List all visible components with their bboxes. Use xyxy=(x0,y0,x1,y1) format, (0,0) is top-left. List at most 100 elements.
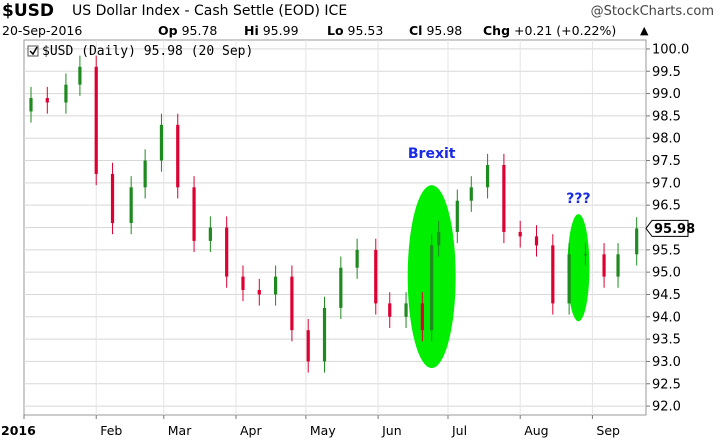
candle-body xyxy=(602,254,606,277)
candle-body xyxy=(635,228,639,255)
candle-body xyxy=(437,231,441,246)
last-value-tag: 95.98 xyxy=(645,219,695,237)
candle-body xyxy=(257,290,261,295)
open-label: Op xyxy=(158,23,178,38)
candle-body xyxy=(29,98,33,112)
y-tick-label: 93.5 xyxy=(652,333,681,348)
candle-body xyxy=(94,66,98,174)
check-icon xyxy=(29,46,38,56)
legend-text: $USD (Daily) 95.98 (20 Sep) xyxy=(42,44,253,59)
candles xyxy=(29,55,639,373)
x-tick-label: Jun xyxy=(381,423,402,438)
legend-checkbox[interactable] xyxy=(27,45,39,57)
candle-body xyxy=(192,187,196,241)
candle-body xyxy=(176,124,180,188)
y-tick-label: 97.5 xyxy=(652,154,681,169)
ticker-symbol: $USD xyxy=(2,1,54,21)
y-tick-label: 100.0 xyxy=(652,42,689,57)
x-tick-label: Feb xyxy=(100,423,122,438)
candle-body xyxy=(567,254,571,304)
candle-body xyxy=(45,98,49,103)
highlight-oval xyxy=(567,214,590,322)
low-value: 95.53 xyxy=(347,23,384,38)
candle-body xyxy=(322,307,327,362)
last-value-label: 95.98 xyxy=(654,222,695,237)
y-tick-label: 95.5 xyxy=(652,243,681,258)
candle-body xyxy=(208,227,212,241)
instrument-title: US Dollar Index - Cash Settle (EOD) xyxy=(72,3,320,19)
exchange-label: ICE xyxy=(324,3,348,19)
change-value: +0.21 (+0.22%) xyxy=(514,23,617,38)
candle-body xyxy=(159,124,164,161)
candle-body xyxy=(455,200,459,232)
instrument-name: US Dollar Index - Cash Settle (EOD) ICE xyxy=(72,3,347,19)
y-tick-label: 94.5 xyxy=(652,288,681,303)
close-label: Cl xyxy=(409,23,423,38)
y-tick-label: 99.0 xyxy=(652,87,681,102)
candle-body xyxy=(551,245,555,304)
candle-body xyxy=(430,245,434,331)
x-tick-label: 2016 xyxy=(1,423,36,438)
x-tick-label: Apr xyxy=(240,423,262,438)
y-tick-label: 98.0 xyxy=(652,132,681,147)
candle-body xyxy=(420,303,424,331)
candle-body xyxy=(110,173,115,224)
open-value: 95.78 xyxy=(181,23,218,38)
x-axis: 2016 Feb Mar Apr May Jun Jul Aug Sep xyxy=(1,415,620,438)
candle-body xyxy=(290,276,294,331)
y-tick-label: 93.0 xyxy=(652,355,681,370)
candle-body xyxy=(583,254,588,256)
x-tick-label: Mar xyxy=(168,423,192,438)
candle-body xyxy=(129,187,133,224)
candle-body xyxy=(78,66,82,85)
y-tick-label: 95.0 xyxy=(652,266,681,281)
candle-body xyxy=(616,254,620,277)
change-quote: Chg +0.21 (+0.22%) xyxy=(483,23,616,38)
y-tick-label: 98.5 xyxy=(652,109,681,124)
y-tick-label: 92.0 xyxy=(652,400,681,415)
up-arrow-icon: ▲ xyxy=(640,24,649,37)
quote-date: 20-Sep-2016 xyxy=(2,23,83,38)
candle-body xyxy=(469,187,473,201)
annotation-label: Brexit xyxy=(408,146,456,162)
annotation-label: ??? xyxy=(566,191,590,207)
change-label: Chg xyxy=(483,23,511,38)
y-tick-label: 92.5 xyxy=(652,377,681,392)
candle-body xyxy=(534,236,539,246)
y-tick-label: 97.0 xyxy=(652,176,681,191)
legend: $USD (Daily) 95.98 (20 Sep) xyxy=(27,44,253,59)
candle-body xyxy=(64,84,68,103)
candle-body xyxy=(241,276,245,290)
candle-body xyxy=(485,165,490,188)
x-tick-label: Sep xyxy=(596,423,620,438)
low-quote: Lo 95.53 xyxy=(327,23,383,38)
x-tick-label: May xyxy=(310,423,336,438)
high-value: 95.99 xyxy=(262,23,299,38)
x-tick-label: Jul xyxy=(451,423,467,438)
candle-body xyxy=(306,330,310,362)
candle-body xyxy=(273,276,278,295)
low-label: Lo xyxy=(327,23,344,38)
candle-body xyxy=(502,165,506,232)
high-quote: Hi 95.99 xyxy=(244,23,299,38)
annotations: Brexit??? xyxy=(408,146,591,207)
candle-body xyxy=(339,267,343,308)
quote-bar: 20-Sep-2016 Op 95.78 Hi 95.99 Lo 95.53 C… xyxy=(0,22,720,40)
open-quote: Op 95.78 xyxy=(158,23,217,38)
candle-body xyxy=(404,303,408,317)
y-tick-label: 96.5 xyxy=(652,199,681,214)
candle-body xyxy=(355,249,359,268)
brand-logo[interactable]: @StockCharts.com xyxy=(590,4,714,19)
high-label: Hi xyxy=(244,23,259,38)
candle-body xyxy=(388,303,392,317)
chart-header: $USD US Dollar Index - Cash Settle (EOD)… xyxy=(0,0,720,22)
candle-body xyxy=(374,249,378,304)
candle-body xyxy=(225,227,229,277)
close-value: 95.98 xyxy=(426,23,463,38)
candle-body xyxy=(518,231,522,237)
y-tick-label: 99.5 xyxy=(652,65,681,80)
close-quote: Cl 95.98 xyxy=(409,23,462,38)
y-tick-label: 94.0 xyxy=(652,310,681,325)
candle-body xyxy=(143,160,147,188)
last-value-box xyxy=(645,219,689,237)
